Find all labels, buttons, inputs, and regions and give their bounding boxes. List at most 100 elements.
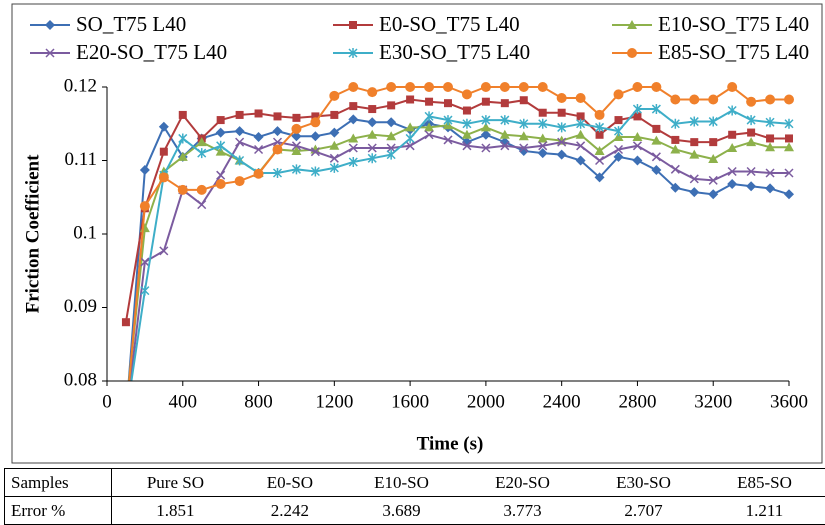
marker (595, 130, 604, 139)
marker (235, 137, 245, 147)
marker (348, 133, 359, 143)
marker (461, 129, 472, 139)
marker (747, 128, 756, 137)
marker (254, 109, 263, 118)
x-tick-label: 3200 (694, 391, 732, 412)
table-cell: E85-SO (703, 468, 825, 497)
marker (538, 118, 548, 129)
marker (443, 115, 453, 126)
table-row: Error % 1.851 2.242 3.689 3.773 2.707 1.211 (4, 496, 825, 525)
marker (784, 94, 794, 105)
marker (632, 82, 643, 92)
table-cell: Samples (4, 468, 112, 497)
marker (746, 181, 757, 192)
marker (329, 162, 339, 173)
marker (367, 143, 377, 153)
marker (499, 129, 510, 139)
marker (121, 405, 131, 414)
marker (670, 94, 681, 105)
marker (785, 134, 793, 143)
table-row: Samples Pure SO E0-SO E10-SO E20-SO E30-SO E85… (4, 468, 825, 497)
marker (500, 141, 510, 151)
marker (727, 166, 737, 177)
error-table: Samples Pure SO E0-SO E10-SO E20-SO E30-SO E85… (4, 468, 825, 525)
marker (235, 155, 245, 166)
marker (765, 168, 775, 178)
x-tick-label: 1200 (315, 391, 353, 412)
marker (595, 155, 605, 166)
marker (405, 82, 416, 92)
marker (329, 90, 340, 101)
marker (613, 144, 624, 155)
marker (518, 82, 529, 92)
marker (178, 133, 188, 144)
x-tick-label: 2400 (543, 391, 581, 412)
marker (310, 117, 321, 128)
marker (45, 48, 55, 58)
marker (367, 87, 378, 98)
marker (349, 102, 358, 111)
marker (216, 170, 226, 180)
marker (272, 167, 283, 178)
marker (652, 124, 661, 133)
marker (576, 141, 586, 151)
marker (159, 147, 168, 156)
table-cell: 3.773 (462, 496, 583, 525)
marker (537, 133, 548, 143)
marker (708, 189, 719, 200)
marker (708, 175, 718, 185)
marker (595, 122, 605, 133)
marker (215, 179, 226, 190)
marker (462, 118, 472, 129)
table-cell: 2.242 (238, 496, 342, 525)
marker (709, 138, 718, 147)
marker (575, 129, 586, 139)
y-tick-label: 0.09 (64, 296, 97, 317)
marker (670, 182, 681, 193)
table-cell: 1.851 (111, 496, 239, 525)
marker (708, 116, 718, 127)
marker (311, 112, 320, 121)
marker (480, 129, 491, 140)
marker (273, 112, 282, 121)
marker (765, 142, 776, 152)
marker (291, 141, 301, 151)
table-cell: E0-SO (238, 468, 342, 497)
marker (480, 122, 491, 132)
marker (310, 147, 320, 157)
marker (632, 104, 642, 115)
marker (670, 118, 680, 129)
marker (45, 20, 55, 30)
marker (765, 117, 775, 128)
marker (348, 156, 358, 167)
marker (557, 108, 566, 117)
marker (387, 101, 396, 110)
marker (367, 129, 378, 139)
marker (689, 94, 700, 105)
marker (348, 114, 359, 125)
marker (178, 110, 187, 119)
marker (424, 82, 435, 92)
marker (291, 164, 301, 175)
table-cell: 1.211 (703, 496, 825, 525)
marker (708, 154, 719, 164)
chart: Time (s) Friction Coefficient 0.08 0.09 0.… (11, 3, 823, 464)
marker (766, 134, 775, 143)
marker (291, 123, 302, 134)
marker (784, 168, 794, 178)
marker (310, 131, 321, 142)
marker (689, 116, 699, 127)
marker (443, 135, 453, 145)
marker (330, 110, 339, 119)
marker (216, 116, 225, 125)
marker (386, 149, 396, 160)
marker (234, 176, 245, 187)
marker (424, 122, 435, 132)
marker (349, 21, 357, 29)
marker (272, 144, 283, 155)
marker (556, 149, 567, 160)
marker (651, 104, 661, 115)
marker (670, 144, 681, 154)
marker (613, 89, 624, 100)
marker (121, 413, 131, 423)
